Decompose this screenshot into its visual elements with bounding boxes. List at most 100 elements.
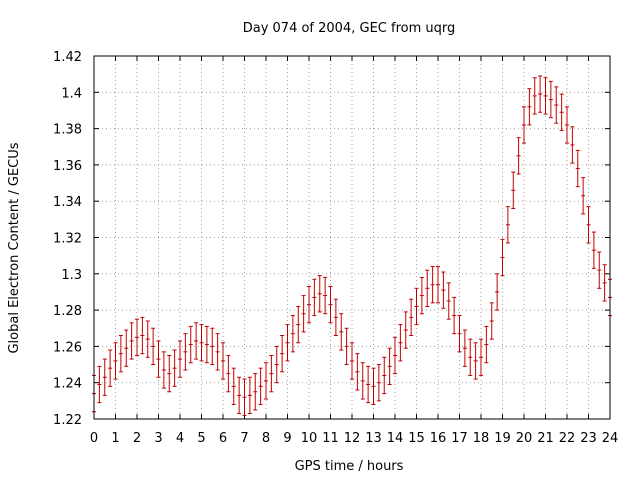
data-point <box>183 333 188 371</box>
data-point <box>554 86 559 124</box>
data-point <box>366 365 371 404</box>
data-point <box>355 353 360 391</box>
data-point <box>538 75 543 113</box>
data-point <box>425 269 430 307</box>
data-point <box>586 206 591 244</box>
grid <box>94 56 610 419</box>
x-tick-label: 2 <box>133 431 141 446</box>
data-point <box>199 324 204 362</box>
data-point <box>161 351 166 389</box>
data-point <box>280 335 285 373</box>
x-tick-label: 12 <box>344 431 361 446</box>
x-tick-label: 19 <box>494 431 511 446</box>
data-point <box>264 362 268 400</box>
data-point <box>548 80 553 119</box>
data-point <box>403 311 408 349</box>
x-tick-label: 11 <box>322 431 339 446</box>
data-point <box>204 325 209 364</box>
data-point <box>409 298 414 337</box>
data-point <box>430 266 435 304</box>
data-point <box>253 373 258 411</box>
data-point <box>323 276 328 315</box>
data-point <box>565 106 569 144</box>
y-tick-label: 1.42 <box>53 50 82 65</box>
data-point <box>296 305 301 344</box>
axis-ticks <box>93 55 611 420</box>
data-point <box>188 325 193 364</box>
data-point <box>221 342 225 380</box>
data-point <box>317 275 322 313</box>
data-point <box>468 338 473 376</box>
data-point <box>301 295 306 333</box>
data-point <box>414 287 419 326</box>
y-tick-label: 1.36 <box>53 159 82 174</box>
data-point <box>258 367 263 405</box>
data-point <box>178 340 182 378</box>
x-tick-label: 18 <box>473 431 490 446</box>
data-point <box>145 320 150 358</box>
x-tick-label: 14 <box>387 431 404 446</box>
x-tick-label: 23 <box>580 431 597 446</box>
data-point <box>376 364 381 402</box>
data-point <box>371 367 376 405</box>
x-tick-label: 22 <box>559 431 576 446</box>
x-tick-label: 10 <box>301 431 318 446</box>
data-point <box>597 251 602 289</box>
data-point <box>457 315 462 353</box>
data-point <box>436 266 440 304</box>
data-point <box>500 238 505 277</box>
y-tick-label: 1.32 <box>53 232 82 247</box>
data-point <box>210 327 215 366</box>
y-tick-label: 1.4 <box>61 86 82 101</box>
x-tick-label: 20 <box>516 431 533 446</box>
x-tick-label: 7 <box>240 431 248 446</box>
data-point <box>393 336 397 375</box>
data-point <box>333 298 338 337</box>
x-tick-label: 6 <box>219 431 227 446</box>
data-point <box>290 315 295 353</box>
data-point <box>156 340 161 378</box>
data-point <box>511 171 516 209</box>
data-point <box>559 93 564 131</box>
data-point <box>505 206 510 244</box>
data-point <box>226 354 231 393</box>
data-point <box>484 325 489 364</box>
data-point <box>237 376 242 415</box>
x-tick-label: 21 <box>537 431 554 446</box>
data-point <box>581 177 586 215</box>
y-tick-label: 1.3 <box>61 268 82 283</box>
data-point <box>339 313 344 351</box>
data-point <box>495 273 500 311</box>
x-tick-label: 15 <box>408 431 425 446</box>
data-point <box>194 322 199 360</box>
x-tick-label: 4 <box>176 431 184 446</box>
y-tick-label: 1.34 <box>53 195 82 210</box>
x-tick-label: 0 <box>90 431 98 446</box>
data-point <box>344 327 349 366</box>
y-tick-label: 1.24 <box>53 377 82 392</box>
data-point <box>382 356 387 395</box>
data-point <box>140 316 145 355</box>
y-tick-label: 1.22 <box>53 413 82 428</box>
data-point <box>151 327 156 366</box>
data-point <box>269 354 274 393</box>
data-point <box>113 342 118 380</box>
data-point <box>97 365 102 404</box>
x-tick-label: 9 <box>283 431 291 446</box>
data-point <box>602 264 607 302</box>
chart-title: Day 074 of 2004, GEC from uqrg <box>243 21 456 36</box>
data-point <box>527 88 532 126</box>
data-point <box>516 137 521 175</box>
x-tick-label: 13 <box>365 431 382 446</box>
y-tick-label: 1.26 <box>53 340 82 355</box>
data-point <box>591 231 596 269</box>
data-point <box>462 329 467 367</box>
data-point <box>108 349 113 387</box>
data-point <box>360 362 365 400</box>
data-point <box>446 282 451 320</box>
data-point <box>543 77 548 115</box>
data-point <box>118 335 123 373</box>
y-axis-label: Global Electron Content / GECUs <box>7 142 22 353</box>
data-point <box>242 378 247 416</box>
